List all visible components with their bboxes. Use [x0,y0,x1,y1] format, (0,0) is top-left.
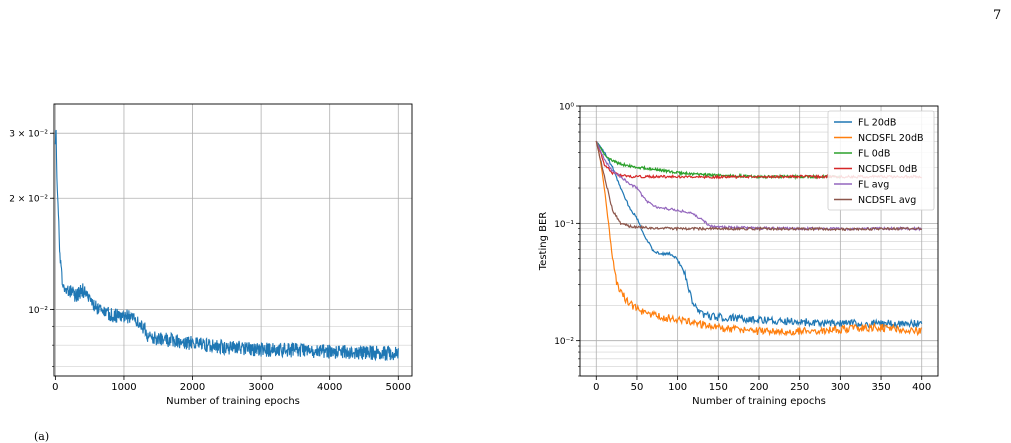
x-tick-label: 1000 [111,382,136,393]
y-tick-label: 10⁰ [559,103,574,113]
legend: FL 20dB NCDSFL 20dB FL 0dB NCDSFL 0dB FL avg… [827,110,935,211]
legend-label: FL 0dB [858,149,890,160]
y-axis-label: Testing BER [538,212,549,272]
legend-label: FL avg [858,180,889,191]
series-lines [54,129,399,362]
series-lines [595,140,923,337]
legend-box [827,110,935,211]
x-tick-label: 300 [831,382,850,393]
chart-1: 0 1000 2000 3000 4000 5000 10⁻² 2 × 10⁻² 3 × 10⁻… [9,103,413,407]
y-tick-label: 10⁻² [28,306,48,316]
x-axis-label: Number of training epochs [166,396,300,407]
series-line-fl-20db [595,140,923,330]
plot-frame [579,105,939,377]
y-tick-label: 2 × 10⁻² [9,195,48,205]
minor-gridlines [52,132,412,367]
plot-frame [53,103,413,377]
legend-label: NCDSFL 20dB [858,133,924,144]
x-tick-label: 350 [871,382,890,393]
x-tick-label: 50 [631,382,644,393]
y-tick-label: 10⁻² [554,337,574,347]
x-tick-label: 150 [709,382,728,393]
page-number: 7 [993,8,1002,23]
x-tick-label: 0 [52,382,58,393]
chart-2: 0 50 100 150 200 250 300 350 400 10⁻² 10⁻¹ 10⁰ Numbe… [538,103,939,407]
x-tick-label: 5000 [386,382,411,393]
legend-label: FL 20dB [858,118,896,129]
x-tick-label: 200 [749,382,768,393]
x-tick-label: 2000 [180,382,205,393]
x-tick-label: 0 [593,382,599,393]
x-tick-label: 100 [668,382,687,393]
legend-label: NCDSFL avg [858,195,916,206]
x-axis-label: Number of training epochs [692,396,826,407]
y-tick-label: 10⁻¹ [554,220,574,230]
x-tick-label: 3000 [248,382,273,393]
series-line-1 [54,129,399,362]
x-tick-label: 250 [790,382,809,393]
x-tick-label: 400 [912,382,931,393]
series-line-ncdsfl-20db [595,140,923,337]
legend-label: NCDSFL 0dB [858,164,917,175]
y-tick-label: 3 × 10⁻² [9,130,48,140]
series-line-fl-avg [595,140,923,232]
series-line-ncdsfl-avg [595,140,923,232]
x-tick-label: 4000 [317,382,342,393]
